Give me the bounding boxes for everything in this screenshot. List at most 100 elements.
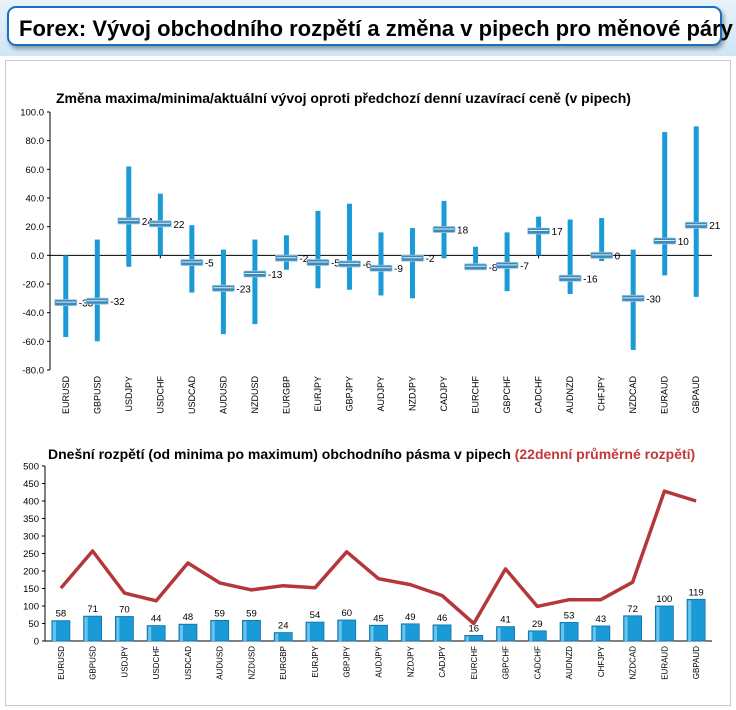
chart2-data-label: 49 — [405, 612, 416, 623]
chart1-data-label: -2 — [299, 254, 308, 265]
chart2-bar — [623, 615, 642, 642]
chart2-bar-highlight — [370, 626, 374, 641]
chart1-data-label: -2 — [426, 254, 435, 265]
chart2-data-label: 41 — [500, 615, 511, 626]
chart2-x-tick-label: EURUSD — [57, 646, 66, 680]
chart1-data-label: 22 — [173, 220, 185, 231]
chart1-x-tick-label: USDCAD — [187, 376, 197, 415]
chart2-data-label: 59 — [246, 608, 257, 619]
chart2-bar — [305, 621, 325, 642]
chart2-bar — [369, 624, 388, 642]
chart1-range-bar — [283, 235, 289, 270]
chart2-y-tick-label: 250 — [23, 549, 39, 560]
chart1-y-tick-label: 80.0 — [26, 136, 45, 147]
chart1-range-bar — [536, 216, 542, 256]
chart2-x-tick-label: GBPAUD — [692, 646, 701, 679]
chart2-x-tick-label: NZDJPY — [406, 645, 415, 677]
chart2-bar — [242, 619, 261, 642]
chart2-title: Dnešní rozpětí (od minima po maximum) ob… — [48, 446, 695, 462]
chart2-x-tick-label: CADCHF — [533, 646, 542, 679]
chart2-bar-highlight — [306, 623, 310, 641]
chart2-y-tick-label: 350 — [23, 514, 39, 525]
chart1-y-tick-label: 60.0 — [26, 165, 45, 176]
chart2-bar-highlight — [529, 631, 533, 641]
chart1-data-label: -6 — [362, 260, 371, 271]
chart2-bar-highlight — [688, 600, 692, 641]
chart2-data-label: 72 — [627, 604, 638, 615]
chart2-bar — [591, 625, 611, 642]
chart2-x-tick-label: AUDUSD — [216, 646, 225, 680]
chart2-x-tick-label: NZDUSD — [247, 646, 256, 680]
chart1-x-tick-label: AUDNZD — [565, 376, 575, 414]
chart2-x-tick-label: GBPCHF — [502, 646, 511, 679]
chart1-x-tick-label: NZDUSD — [250, 376, 260, 414]
chart2-bar-highlight — [561, 623, 565, 641]
chart2-y-tick-label: 450 — [23, 479, 39, 490]
chart1-x-tick-label: AUDJPY — [376, 376, 386, 412]
chart2-bar-highlight — [243, 621, 247, 641]
chart2-title-legend: (22denní průměrné rozpětí) — [514, 446, 696, 462]
chart2-bar-highlight — [84, 617, 88, 641]
chart1-x-tick-label: GBPJPY — [344, 376, 354, 412]
chart2-avg-range-line — [59, 489, 697, 626]
chart1-range-bar — [63, 255, 69, 338]
chart2-bar — [496, 626, 515, 642]
chart1-x-tick-label: CADCHF — [534, 375, 544, 413]
chart2-bar-highlight — [497, 627, 501, 641]
chart2-data-label: 58 — [56, 609, 67, 620]
chart2-bar-highlight — [116, 617, 120, 641]
chart1-data-label: -7 — [520, 261, 529, 272]
chart2-data-label: 44 — [151, 614, 162, 625]
chart2-x-tick-label: USDCAD — [184, 646, 193, 680]
chart2-y-tick-label: 0 — [34, 637, 39, 648]
chart1-range-bar — [693, 126, 699, 297]
chart2-y-tick-label: 100 — [23, 602, 39, 613]
chart2-data-label: 24 — [278, 621, 289, 632]
chart2-bar — [432, 624, 452, 642]
chart2-bar — [337, 619, 357, 642]
chart1-data-label: -16 — [583, 274, 598, 285]
chart2-bar — [146, 625, 166, 642]
chart1-x-tick-label: CADJPY — [439, 376, 449, 412]
chart1-x-tick-label: NZDJPY — [408, 376, 418, 411]
chart2-bar — [83, 615, 103, 642]
chart1-y-tick-label: -40.0 — [22, 308, 44, 319]
chart2-bar — [115, 616, 134, 642]
chart1-y-tick-label: 100.0 — [20, 108, 44, 119]
chart2-x-tick-label: EURJPY — [311, 645, 320, 677]
chart2-data-label: 71 — [87, 604, 98, 615]
chart1-data-label: -8 — [489, 263, 498, 274]
chart2-data-label: 43 — [596, 614, 607, 625]
chart1-data-label: -32 — [110, 297, 125, 308]
chart2-data-label: 54 — [310, 610, 321, 621]
chart1-data-label: -5 — [205, 259, 214, 270]
chart1-range-bar — [473, 246, 479, 270]
chart2-x-tick-label: GBPUSD — [89, 646, 98, 680]
chart2-data-label: 48 — [183, 612, 194, 623]
chart1-data-label: -9 — [394, 264, 403, 275]
chart2-bar-highlight — [52, 621, 56, 641]
chart1-y-tick-label: 40.0 — [26, 194, 45, 205]
chart1-data-label: 10 — [678, 237, 690, 248]
chart2-data-label: 70 — [119, 605, 130, 616]
chart2-bar-highlight — [434, 625, 438, 641]
chart1-range-bar — [94, 239, 100, 342]
chart2-bar-highlight — [465, 636, 469, 641]
chart1-data-label: 21 — [709, 221, 721, 232]
chart2-data-label: 119 — [689, 587, 704, 598]
chart1-range-bar — [599, 218, 605, 262]
chart2-title-main: Dnešní rozpětí (od minima po maximum) ob… — [48, 446, 511, 462]
chart2-bar — [654, 605, 674, 642]
chart2-data-label: 29 — [532, 619, 543, 630]
chart1-range-bar — [567, 219, 573, 295]
chart2-data-label: 60 — [341, 608, 352, 619]
chart2-data-label: 100 — [656, 594, 672, 605]
chart1-range-bar — [504, 232, 510, 292]
chart2-y-tick-label: 500 — [23, 462, 39, 473]
chart2-data-label: 59 — [214, 608, 225, 619]
chart2-x-tick-label: USDJPY — [120, 645, 129, 677]
chart2-bar-highlight — [338, 621, 342, 641]
chart2-bar-highlight — [592, 626, 596, 641]
chart1-x-tick-label: EURGBP — [281, 376, 291, 414]
